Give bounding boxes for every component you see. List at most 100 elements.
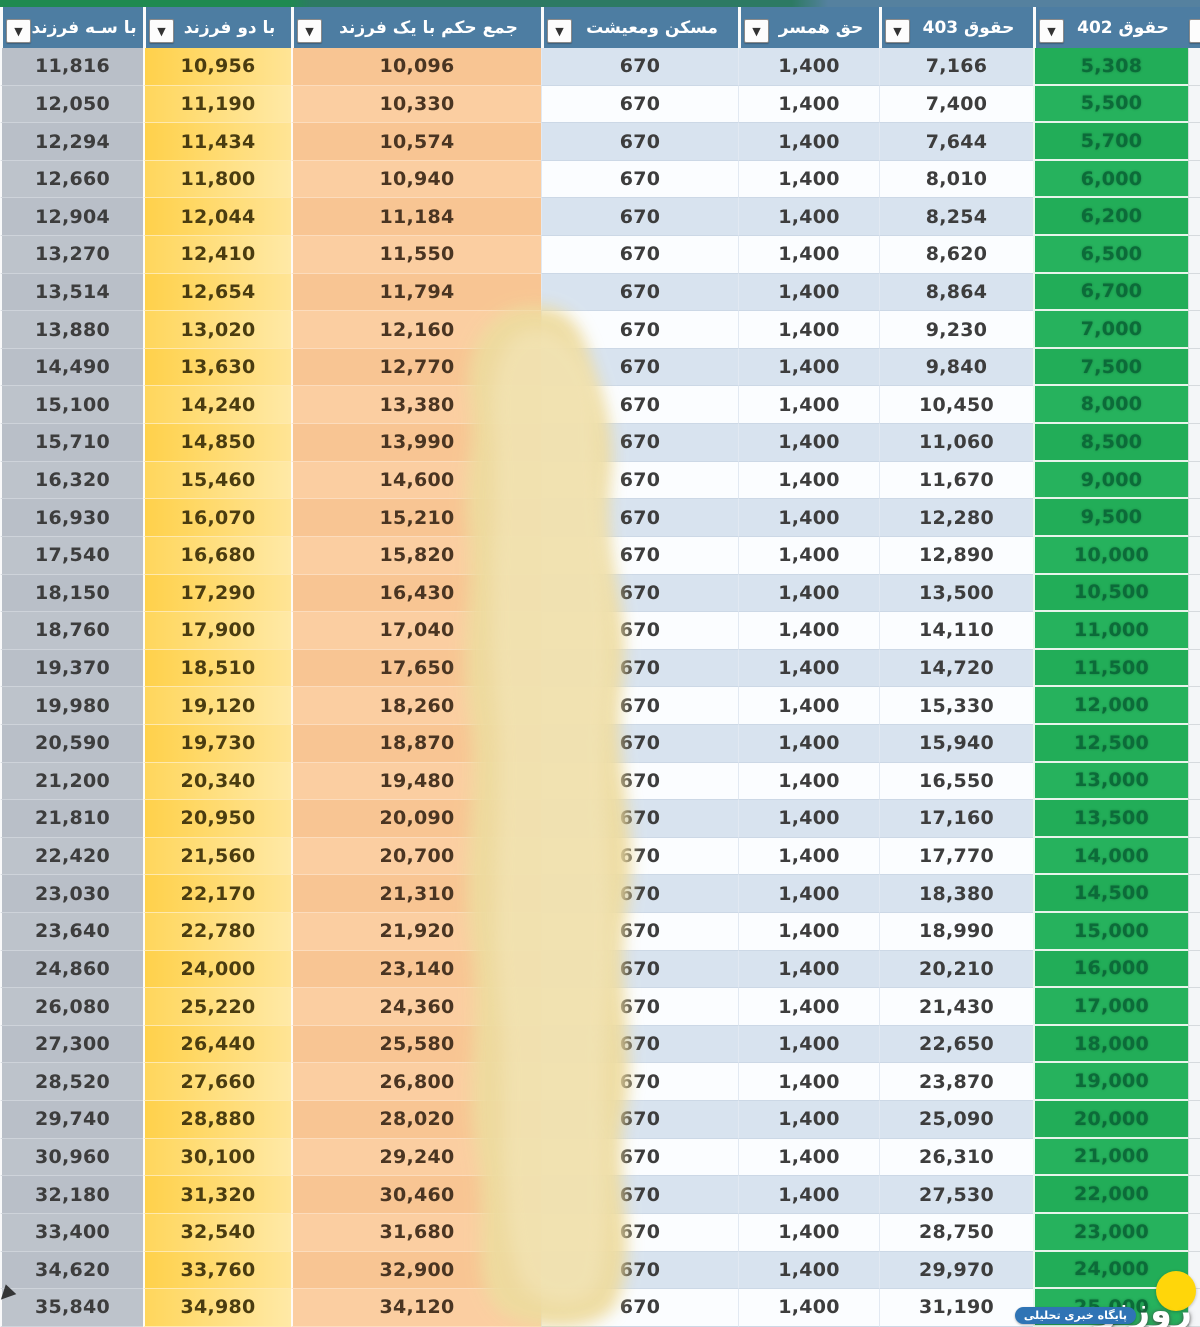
cell-two_children[interactable]: 14,850 [143,424,291,462]
cell-three_children[interactable]: 32,180 [0,1176,143,1214]
cell-salary403[interactable]: 7,400 [879,85,1033,124]
filter-dropdown-icon[interactable]: ▼ [547,19,572,43]
cell-three_children[interactable]: 19,980 [0,687,143,725]
header-cell-housing[interactable]: مسکن ومعیشت ▼ [541,0,738,48]
cell-three_children[interactable]: 13,270 [0,236,143,274]
cell-spouse[interactable]: 1,400 [738,762,879,801]
cell-salary403[interactable]: 17,770 [879,837,1033,876]
cell-housing[interactable]: 670 [541,48,738,86]
cell-housing[interactable]: 670 [541,1138,738,1177]
cell-one_child[interactable]: 26,800 [291,1063,541,1102]
cell-three_children[interactable]: 35,840 [0,1289,143,1327]
header-cell-salary403[interactable]: حقوق 403 ▼ [879,0,1033,48]
cell-spouse[interactable]: 1,400 [738,1213,879,1252]
cell-spouse[interactable]: 1,400 [738,236,879,274]
cell-salary403[interactable]: 7,166 [879,48,1033,86]
cell-one_child[interactable]: 28,020 [291,1101,541,1139]
cell-three_children[interactable]: 21,810 [0,800,143,838]
cell-housing[interactable]: 670 [541,649,738,688]
cell-one_child[interactable]: 25,580 [291,1025,541,1064]
cell-two_children[interactable]: 11,190 [143,85,291,124]
cell-one_child[interactable]: 29,240 [291,1138,541,1177]
cell-one_child[interactable]: 30,460 [291,1176,541,1214]
cell-one_child[interactable]: 16,430 [291,574,541,613]
cell-salary402[interactable]: 6,000 [1033,160,1188,199]
cell-two_children[interactable]: 34,980 [143,1289,291,1327]
cell-salary403[interactable]: 7,644 [879,123,1033,161]
cell-two_children[interactable]: 17,900 [143,612,291,650]
cell-housing[interactable]: 670 [541,160,738,199]
cell-housing[interactable]: 670 [541,612,738,650]
cell-three_children[interactable]: 24,860 [0,950,143,989]
cell-three_children[interactable]: 23,640 [0,913,143,951]
cell-one_child[interactable]: 10,330 [291,85,541,124]
cell-salary402[interactable]: 22,000 [1033,1176,1188,1214]
cell-two_children[interactable]: 22,170 [143,875,291,914]
cell-one_child[interactable]: 11,184 [291,198,541,237]
cell-spouse[interactable]: 1,400 [738,1289,879,1327]
cell-housing[interactable]: 670 [541,1101,738,1139]
cell-two_children[interactable]: 16,070 [143,499,291,537]
cell-spouse[interactable]: 1,400 [738,461,879,500]
cell-three_children[interactable]: 12,904 [0,198,143,237]
cell-salary402[interactable]: 10,500 [1033,574,1188,613]
cell-spouse[interactable]: 1,400 [738,612,879,650]
cell-salary403[interactable]: 9,840 [879,348,1033,387]
cell-salary403[interactable]: 8,254 [879,198,1033,237]
cell-two_children[interactable]: 11,800 [143,160,291,199]
cell-salary402[interactable]: 7,500 [1033,348,1188,387]
cell-salary403[interactable]: 22,650 [879,1025,1033,1064]
cell-two_children[interactable]: 32,540 [143,1213,291,1252]
cell-two_children[interactable]: 15,460 [143,461,291,500]
cell-salary402[interactable]: 19,000 [1033,1063,1188,1102]
cell-salary403[interactable]: 23,870 [879,1063,1033,1102]
cell-three_children[interactable]: 30,960 [0,1138,143,1177]
cell-salary402[interactable]: 17,000 [1033,988,1188,1026]
filter-dropdown-icon[interactable]: ▼ [1039,19,1064,43]
cell-salary403[interactable]: 10,450 [879,386,1033,425]
cell-salary402[interactable]: 16,000 [1033,950,1188,989]
cell-spouse[interactable]: 1,400 [738,1063,879,1102]
cell-housing[interactable]: 670 [541,348,738,387]
cell-housing[interactable]: 670 [541,461,738,500]
cell-three_children[interactable]: 14,490 [0,348,143,387]
header-cell-spouse[interactable]: حق همسر ▼ [738,0,879,48]
cell-salary402[interactable]: 5,308 [1033,48,1188,86]
cell-housing[interactable]: 670 [541,273,738,312]
cell-one_child[interactable]: 12,160 [291,311,541,349]
cell-salary403[interactable]: 15,330 [879,687,1033,725]
cell-housing[interactable]: 670 [541,1025,738,1064]
cell-housing[interactable]: 670 [541,386,738,425]
cell-salary403[interactable]: 9,230 [879,311,1033,349]
cell-housing[interactable]: 670 [541,724,738,763]
cell-housing[interactable]: 670 [541,236,738,274]
cell-housing[interactable]: 670 [541,536,738,575]
cell-salary403[interactable]: 14,110 [879,612,1033,650]
cell-three_children[interactable]: 18,150 [0,574,143,613]
cell-housing[interactable]: 670 [541,1063,738,1102]
cell-salary403[interactable]: 18,990 [879,913,1033,951]
cell-two_children[interactable]: 33,760 [143,1251,291,1290]
cell-two_children[interactable]: 26,440 [143,1025,291,1064]
cell-housing[interactable]: 670 [541,1176,738,1214]
cell-one_child[interactable]: 14,600 [291,461,541,500]
cell-spouse[interactable]: 1,400 [738,1138,879,1177]
cell-housing[interactable]: 670 [541,1289,738,1327]
cell-two_children[interactable]: 13,020 [143,311,291,349]
cell-salary402[interactable]: 9,000 [1033,461,1188,500]
cell-one_child[interactable]: 10,574 [291,123,541,161]
cell-spouse[interactable]: 1,400 [738,1176,879,1214]
cell-salary402[interactable]: 11,500 [1033,649,1188,688]
cell-two_children[interactable]: 22,780 [143,913,291,951]
cell-two_children[interactable]: 25,220 [143,988,291,1026]
cell-salary403[interactable]: 26,310 [879,1138,1033,1177]
cell-two_children[interactable]: 20,340 [143,762,291,801]
cell-one_child[interactable]: 11,550 [291,236,541,274]
cell-spouse[interactable]: 1,400 [738,875,879,914]
cell-housing[interactable]: 670 [541,499,738,537]
cell-salary402[interactable]: 14,500 [1033,875,1188,914]
cell-two_children[interactable]: 17,290 [143,574,291,613]
cell-salary402[interactable]: 18,000 [1033,1025,1188,1064]
cell-salary403[interactable]: 8,010 [879,160,1033,199]
cell-salary402[interactable]: 6,700 [1033,273,1188,312]
